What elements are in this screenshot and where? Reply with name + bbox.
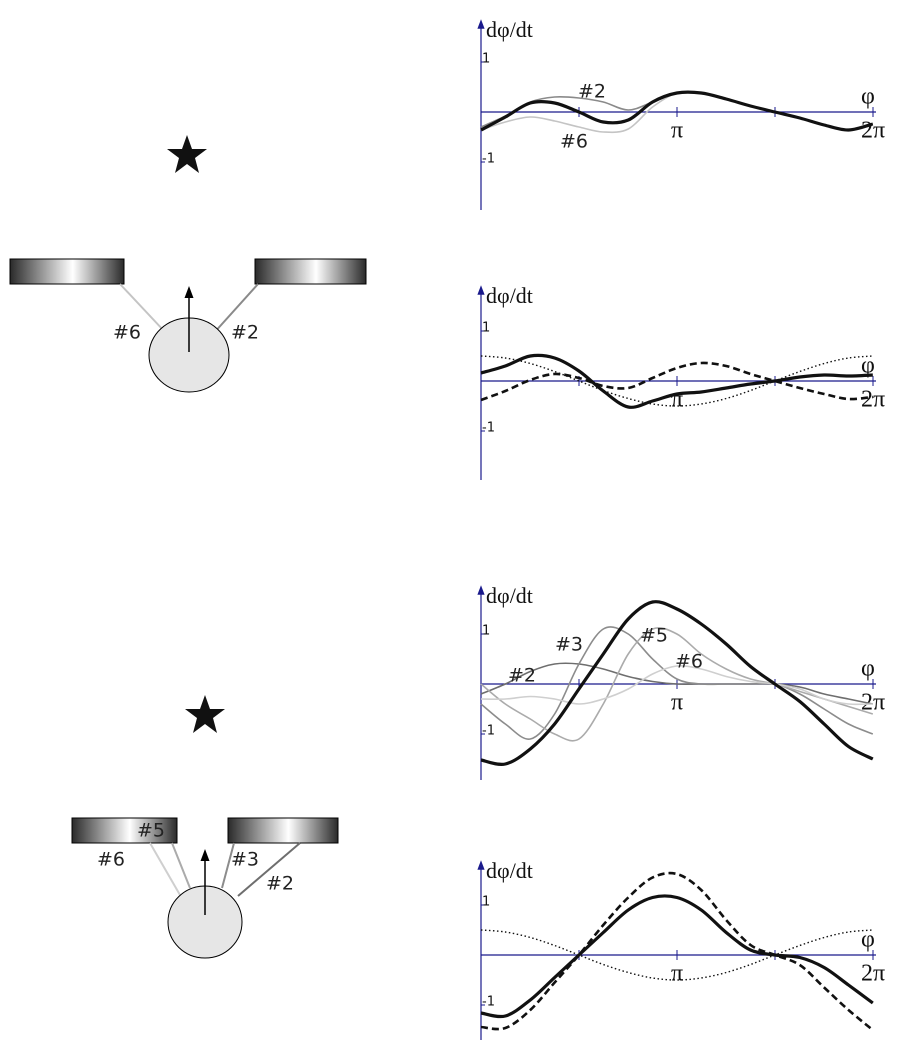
x-tick-label: 2π <box>861 961 885 987</box>
sensor-label: #5 <box>137 820 165 842</box>
x-axis-label: φ <box>861 656 875 682</box>
curve-label: #6 <box>675 651 703 673</box>
x-axis-label: φ <box>861 84 875 110</box>
curve-label: #6 <box>560 131 588 153</box>
y-tick-label: 1 <box>482 895 490 910</box>
y-axis-label: dφ/dt <box>486 17 533 42</box>
x-tick-label: 2π <box>861 387 885 413</box>
x-tick-label: π <box>671 961 683 987</box>
y-tick-label: -1 <box>482 995 495 1010</box>
y-axis-label: dφ/dt <box>486 283 533 308</box>
curve-label: #5 <box>640 625 668 647</box>
x-tick-label: π <box>671 690 683 716</box>
y-axis-label: dφ/dt <box>486 858 533 883</box>
sensor-label: #6 <box>113 322 141 344</box>
diagram-top: #6 #2 <box>10 135 366 392</box>
y-tick-label: 1 <box>482 624 490 639</box>
sensor-label: #3 <box>231 849 259 871</box>
curve-label: #2 <box>578 81 606 103</box>
light-bar <box>228 818 338 843</box>
curve-label: #2 <box>508 665 536 687</box>
star <box>185 695 225 733</box>
y-tick-label: -1 <box>482 152 495 167</box>
light-bar <box>10 259 124 284</box>
y-axis-label: dφ/dt <box>486 583 533 608</box>
x-tick-label: 2π <box>861 118 885 144</box>
light-bar <box>255 259 366 284</box>
sensor-label: #2 <box>266 873 294 895</box>
y-tick-label: 1 <box>482 321 490 336</box>
diagram-bottom: #6 #5 #3 #2 <box>72 695 338 958</box>
y-tick-label: 1 <box>482 52 490 67</box>
sensor-label: #2 <box>231 322 259 344</box>
x-tick-label: π <box>671 118 683 144</box>
figure: #6 #2 #6 #5 #3 #2 dφ/dt φ 1 -1 π 2π #2 #6 dφ/dt φ… <box>0 0 898 1045</box>
curve-label: #3 <box>555 634 583 656</box>
sensor-line <box>172 843 190 888</box>
y-tick-label: -1 <box>482 724 495 739</box>
star <box>167 135 207 173</box>
y-tick-label: -1 <box>482 421 495 436</box>
x-tick-label: π <box>671 387 683 413</box>
sensor-label: #6 <box>97 849 125 871</box>
